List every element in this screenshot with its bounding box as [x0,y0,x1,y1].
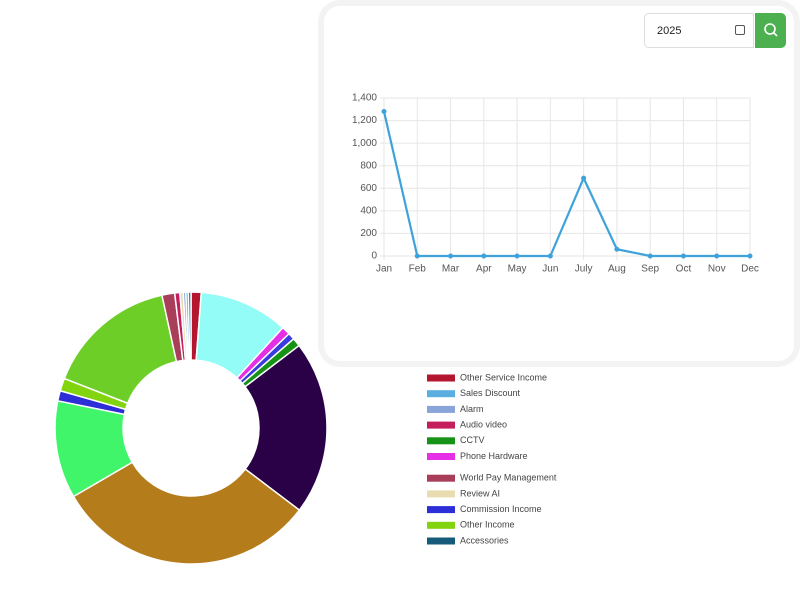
legend-swatch [427,537,455,545]
donut-segment [63,294,178,405]
donut-segment [182,291,190,361]
date-value: 2025 [657,25,682,37]
search-button[interactable] [755,13,786,48]
search-icon [764,23,778,37]
legend-label: Accessories [460,535,509,545]
legend-label: Commission Income [460,504,542,514]
donut-segment [195,291,284,379]
donut-segment [187,291,192,361]
legend-swatch [427,474,455,482]
donut-segment [185,291,191,361]
date-input[interactable]: 2025 [644,13,754,48]
donut-segment [190,291,203,362]
donut-segment [54,399,134,498]
donut-segment [178,291,188,362]
legend-swatch [427,374,455,382]
legend-swatch [427,506,455,514]
legend-swatch [427,521,455,529]
legend-label: Review AI [460,488,500,498]
donut-segment [59,377,129,411]
legend-label: Other Service Income [460,372,547,382]
legend-swatch [427,490,455,498]
legend-swatch [427,437,455,445]
legend-swatch [427,421,455,429]
legend-swatch [427,405,455,413]
donut-segment [238,332,295,385]
donut-segment [161,292,184,363]
legend-label: CCTV [460,435,485,445]
donut-segment [244,344,328,512]
legend-label: World Pay Management [460,473,557,483]
donut-segment [56,389,127,416]
legend-swatch [427,390,455,398]
calendar-icon[interactable] [735,25,745,35]
legend-label: Sales Discount [460,388,521,398]
legend-swatch [427,453,455,460]
donut-segment [235,326,291,382]
legend-label: Audio video [460,419,507,429]
donut-segment [173,291,187,362]
chart-card [318,0,800,367]
legend-label: Phone Hardware [460,451,528,461]
donut-segment [241,337,301,388]
legend-label: Alarm [460,404,484,414]
donut-segment [72,461,301,565]
legend-label: Other Income [460,520,515,530]
